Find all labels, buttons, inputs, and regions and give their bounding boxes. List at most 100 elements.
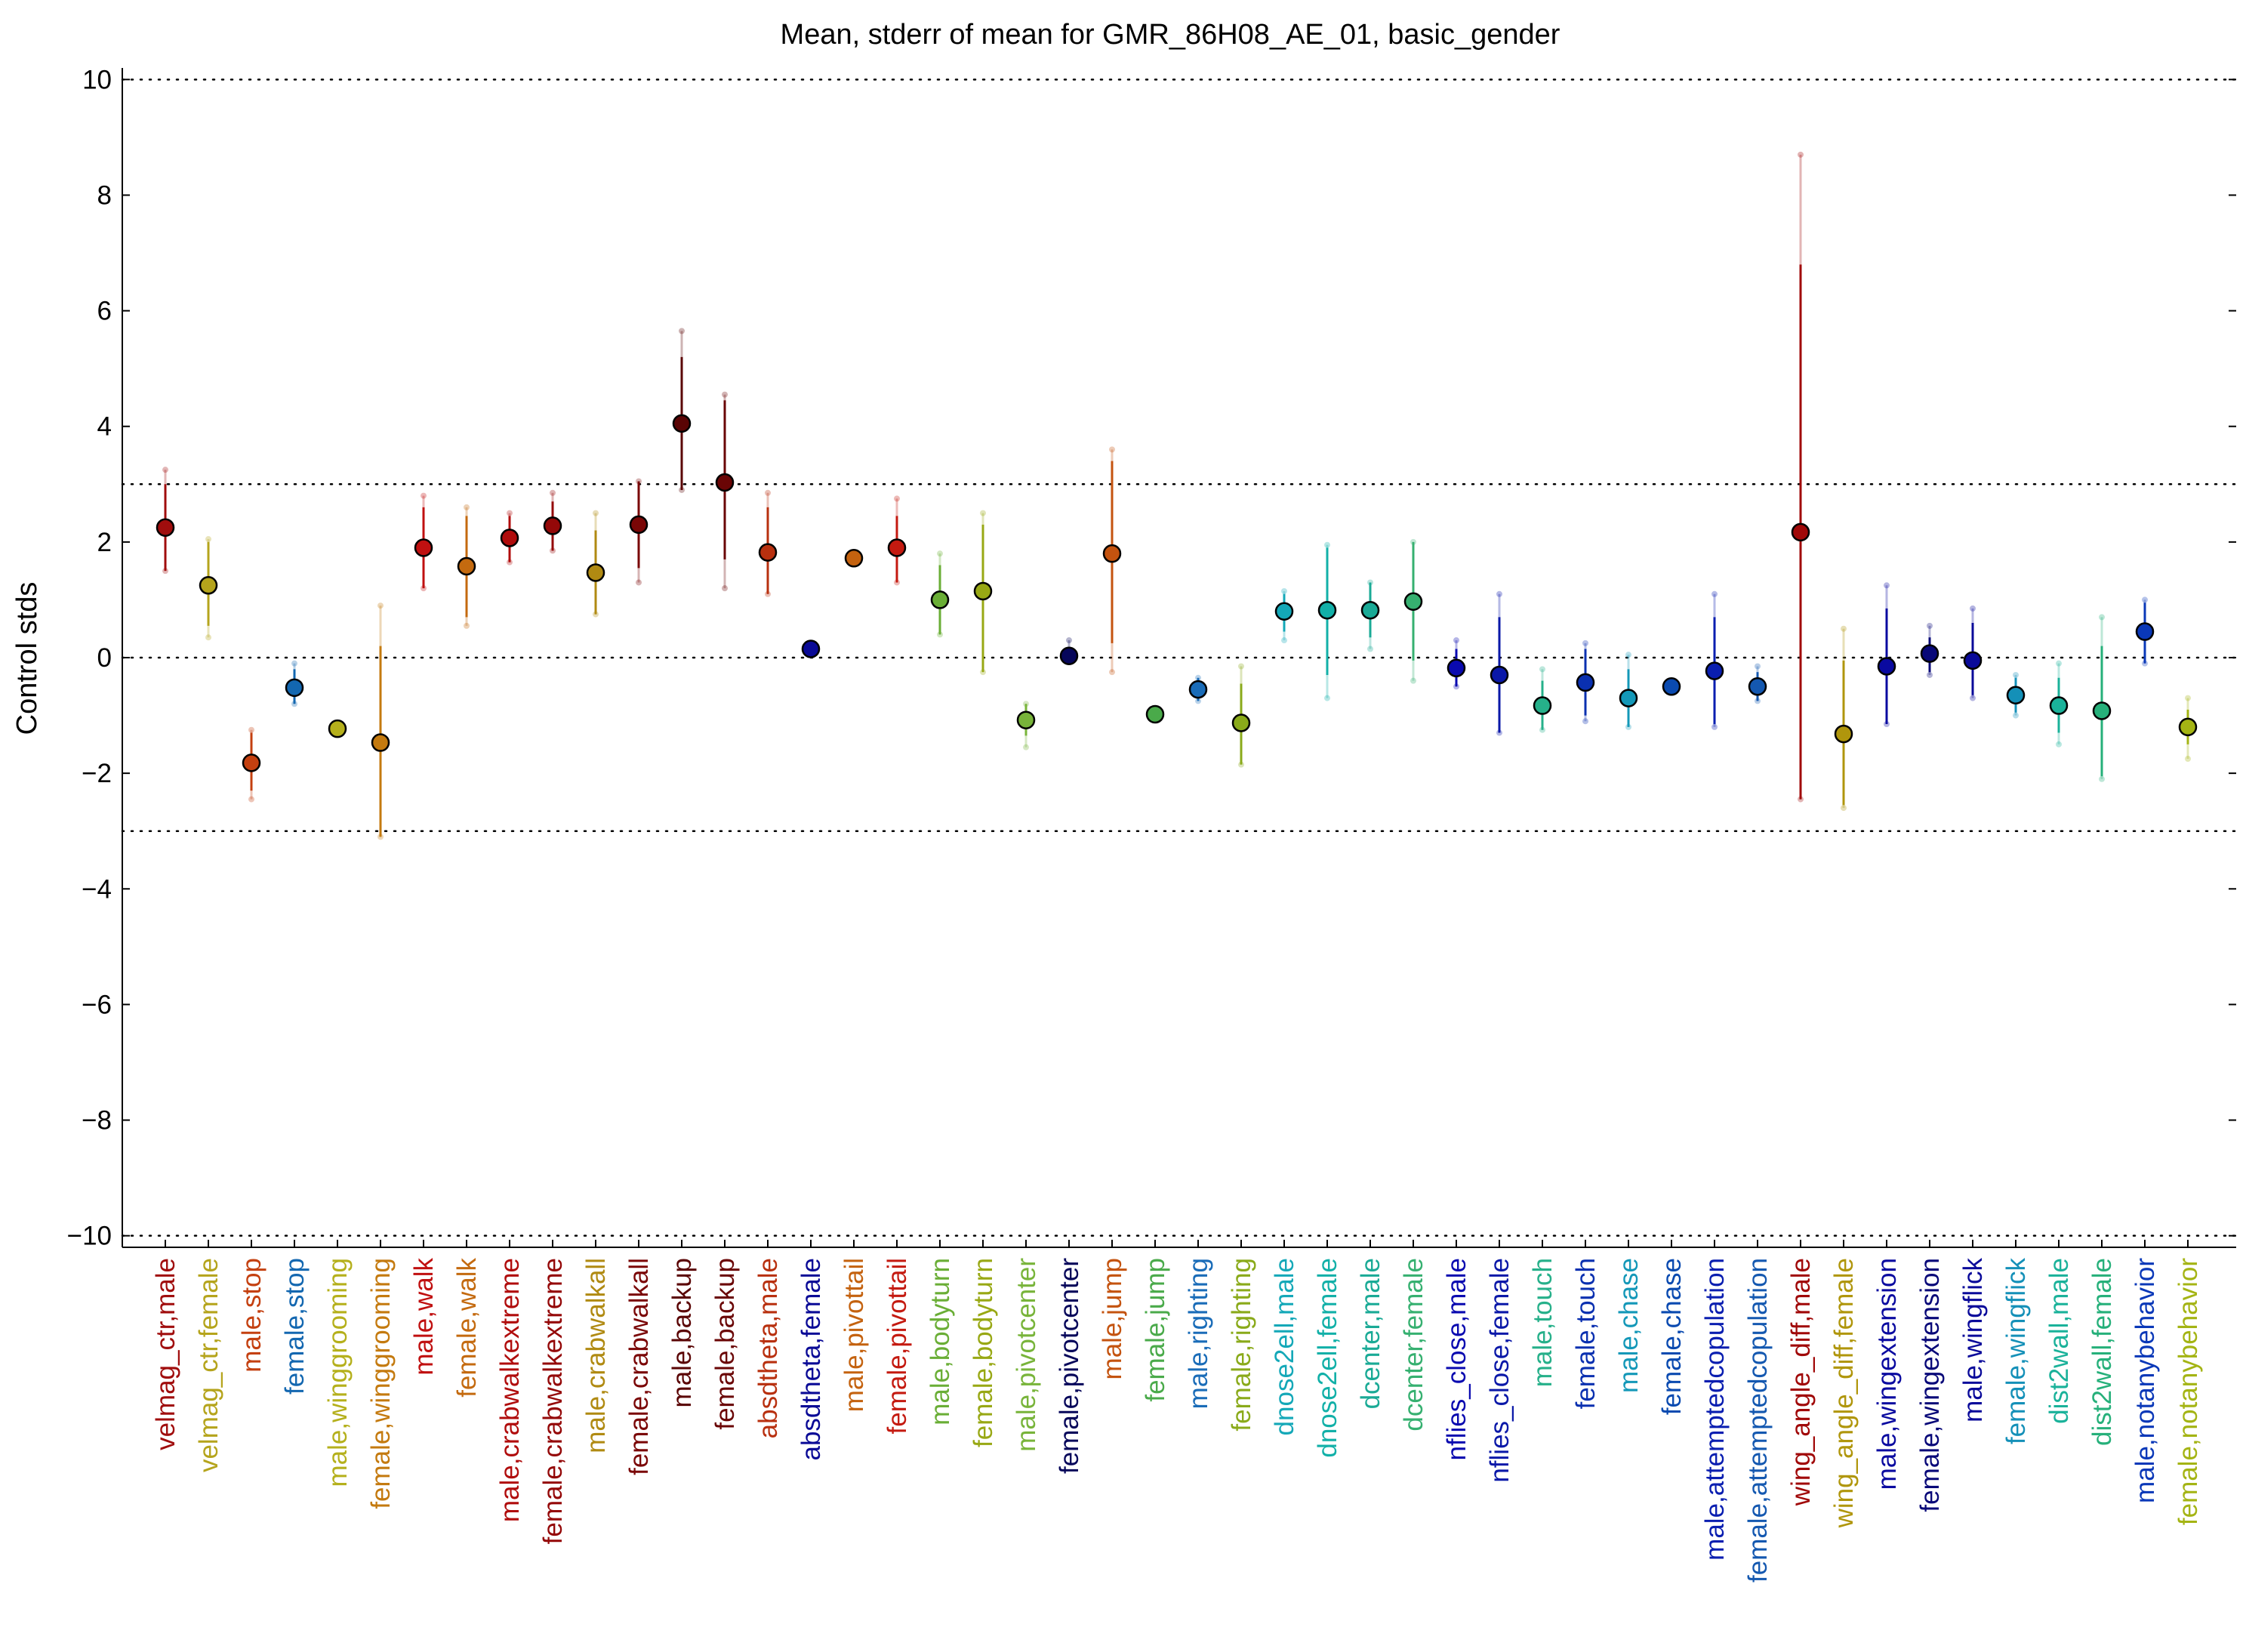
data-point-group: [1834, 625, 1853, 812]
y-tick-label: −8: [82, 1106, 112, 1136]
mean-point: [586, 563, 605, 582]
y-tick-label: 8: [97, 180, 112, 210]
data-point-group: [1231, 663, 1251, 768]
range-end-dot: [1109, 669, 1115, 676]
range-end-dot: [1798, 151, 1804, 158]
x-tick-label: male,wingextension: [1872, 1258, 1902, 1490]
data-point-group: [930, 550, 950, 638]
range-end-dot: [162, 467, 168, 473]
mean-point: [1576, 673, 1595, 692]
x-tick-label: female,righting: [1227, 1258, 1256, 1432]
data-point-group: [2178, 695, 2198, 762]
data-point-group: [2135, 596, 2155, 667]
data-point-group: [543, 489, 562, 554]
x-tick-label: wing_angle_diff,male: [1786, 1258, 1816, 1506]
range-end-dot: [291, 660, 297, 667]
data-point-group: [457, 504, 476, 629]
range-end-dot: [2099, 614, 2105, 621]
mean-point: [672, 414, 692, 433]
range-end-dot: [1582, 640, 1588, 646]
range-end-dot: [636, 579, 642, 586]
x-tick-label: male,pivottail: [840, 1258, 869, 1412]
mean-point: [1145, 704, 1165, 724]
data-point-group: [285, 660, 304, 707]
range-end-dot: [1841, 805, 1847, 812]
x-tick-label: male,bodyturn: [926, 1258, 955, 1425]
mean-point: [414, 538, 433, 557]
range-end-dot: [1496, 590, 1502, 597]
range-end-dot: [1927, 671, 1933, 678]
range-end-dot: [1453, 637, 1459, 644]
x-tick-label: male,attemptedcopulation: [1700, 1258, 1730, 1561]
mean-point: [2049, 696, 2069, 715]
mean-point: [457, 556, 476, 576]
x-tick-label: male,stop: [237, 1258, 267, 1373]
data-series: [156, 151, 2198, 840]
mean-point: [1748, 677, 1767, 696]
mean-point: [2135, 622, 2155, 641]
data-point-group: [887, 495, 907, 586]
range-end-dot: [205, 536, 211, 543]
range-end-dot: [2185, 695, 2191, 701]
mean-point: [1490, 665, 1509, 685]
data-point-group: [672, 328, 692, 493]
range-end-dot: [1970, 695, 1976, 701]
mean-point: [1446, 658, 1466, 678]
mean-point: [1920, 644, 1939, 663]
chart-title: Mean, stderr of mean for GMR_86H08_AE_01…: [781, 19, 1560, 51]
range-end-dot: [1066, 637, 1072, 644]
x-tick-label: absdtheta,female: [796, 1258, 826, 1461]
x-tick-label: dist2wall,male: [2044, 1258, 2074, 1424]
y-axis-label: Control stds: [11, 582, 43, 735]
y-tick-label: 6: [97, 297, 112, 326]
mean-point: [715, 473, 735, 492]
data-point-group: [199, 536, 218, 641]
x-tick-label: female,backup: [710, 1258, 740, 1430]
x-tick-label: female,stop: [280, 1258, 310, 1395]
data-point-group: [973, 510, 993, 676]
mean-point: [2178, 717, 2198, 737]
range-end-dot: [1711, 723, 1718, 730]
mean-point: [758, 543, 778, 562]
x-tick-label: male,jump: [1098, 1258, 1127, 1379]
mean-point: [1360, 600, 1380, 620]
range-end-dot: [377, 603, 384, 609]
mean-point: [930, 590, 950, 609]
mean-point: [1619, 689, 1638, 707]
x-tick-label: dnose2ell,male: [1270, 1258, 1299, 1435]
mean-point: [844, 549, 864, 568]
mean-point: [1231, 714, 1251, 732]
range-end-dot: [464, 504, 470, 510]
x-tick-label: nflies_close,male: [1442, 1258, 1471, 1460]
range-end-dot: [1281, 587, 1287, 594]
range-end-dot: [980, 510, 986, 516]
x-tick-label: female,wingflick: [2001, 1258, 2031, 1445]
range-end-dot: [1539, 666, 1545, 673]
x-axis: velmag_ctr,male velmag_ctr,female male,sto…: [122, 1240, 2236, 1583]
y-tick-label: 10: [82, 65, 112, 94]
x-tick-label: female,attemptedcopulation: [1743, 1258, 1773, 1583]
x-tick-label: female,pivotcenter: [1055, 1258, 1084, 1474]
range-end-dot: [937, 550, 943, 557]
range-end-dot: [1625, 652, 1631, 658]
data-point-group: [1920, 622, 1939, 678]
range-end-dot: [1367, 646, 1373, 652]
range-end-dot: [248, 796, 254, 803]
mean-point: [1662, 677, 1681, 696]
data-point-group: [1705, 590, 1724, 730]
x-tick-label: female,touch: [1571, 1258, 1601, 1409]
range-end-dot: [2056, 741, 2062, 747]
x-tick-label: male,crabwalkall: [581, 1258, 611, 1453]
x-tick-label: male,touch: [1528, 1258, 1557, 1387]
mean-point: [1188, 680, 1208, 699]
data-point-group: [371, 603, 390, 840]
range-end-dot: [2056, 660, 2062, 667]
y-tick-label: −4: [82, 874, 112, 904]
data-point-group: [1317, 541, 1337, 701]
mean-point: [1016, 710, 1036, 729]
data-point-group: [1403, 538, 1423, 684]
mean-point: [629, 515, 649, 535]
range-end-dot: [1755, 663, 1761, 670]
range-end-dot: [550, 489, 556, 496]
